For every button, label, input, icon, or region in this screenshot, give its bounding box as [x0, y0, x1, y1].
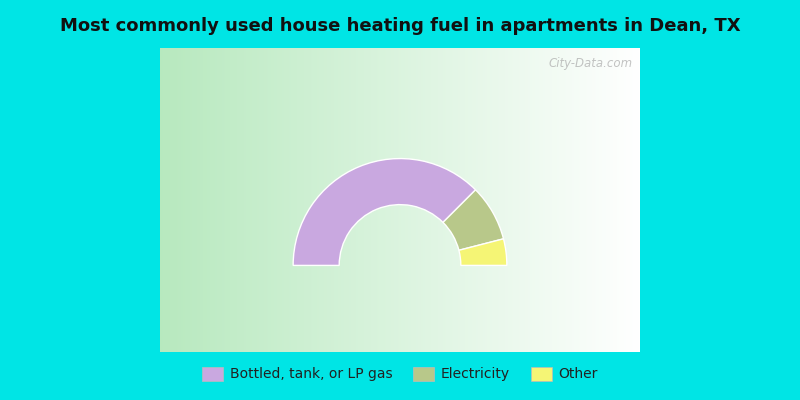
Text: City-Data.com: City-Data.com — [548, 57, 632, 70]
Wedge shape — [443, 190, 503, 250]
Wedge shape — [459, 239, 507, 266]
Wedge shape — [293, 158, 475, 266]
Legend: Bottled, tank, or LP gas, Electricity, Other: Bottled, tank, or LP gas, Electricity, O… — [196, 361, 604, 387]
Text: Most commonly used house heating fuel in apartments in Dean, TX: Most commonly used house heating fuel in… — [60, 17, 740, 35]
